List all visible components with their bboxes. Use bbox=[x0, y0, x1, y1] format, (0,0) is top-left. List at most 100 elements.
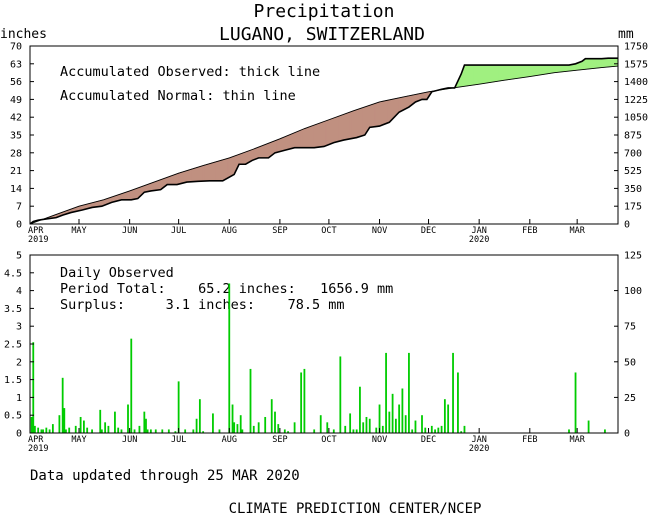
daily-right-y-tick-label: 75 bbox=[624, 322, 636, 333]
daily-bar bbox=[300, 372, 303, 433]
left-y-tick-label: 14 bbox=[10, 184, 22, 195]
daily-bar bbox=[65, 429, 67, 433]
daily-bar bbox=[37, 427, 40, 433]
daily-bar bbox=[58, 415, 61, 433]
daily-bar bbox=[414, 420, 417, 433]
daily-bar bbox=[228, 283, 231, 433]
daily-bar bbox=[434, 429, 436, 433]
daily-bar bbox=[45, 427, 48, 433]
daily-bar bbox=[79, 416, 82, 433]
daily-bar bbox=[239, 415, 242, 433]
daily-month-label: JUN bbox=[122, 435, 137, 445]
daily-month-label: APR bbox=[28, 435, 44, 445]
surplus-label: Surplus: 3.1 inches: 78.5 mm bbox=[60, 297, 344, 313]
accumulated-normal-note: Accumulated Normal: thin line bbox=[60, 88, 296, 104]
daily-bar bbox=[161, 429, 164, 433]
accumulated-month-label: OCT bbox=[321, 226, 336, 236]
daily-bar bbox=[394, 418, 397, 433]
accumulated-month-label: JAN bbox=[471, 226, 486, 236]
daily-bar bbox=[138, 425, 141, 433]
accumulated-month-label: NOV bbox=[372, 226, 387, 236]
daily-bar bbox=[452, 352, 454, 433]
daily-left-y-tick-label: 5 bbox=[16, 251, 22, 262]
daily-bar bbox=[40, 429, 43, 433]
daily-year-label: 2019 bbox=[28, 444, 48, 454]
accumulated-panel: inches mm Accumulated Observed: thick li… bbox=[0, 27, 648, 245]
accumulated-year-label: 2019 bbox=[28, 235, 48, 245]
daily-bar bbox=[48, 429, 51, 433]
left-y-tick-label: 49 bbox=[10, 95, 22, 106]
right-y-tick-label: 1400 bbox=[624, 77, 648, 88]
daily-bar bbox=[355, 429, 358, 433]
daily-bar bbox=[293, 422, 296, 433]
accumulated-observed-note: Accumulated Observed: thick line bbox=[60, 64, 320, 80]
daily-bar bbox=[149, 429, 152, 433]
daily-bar bbox=[257, 422, 260, 433]
accumulated-year-label: 2020 bbox=[469, 235, 489, 245]
credit-label: CLIMATE PREDICTION CENTER/NCEP bbox=[229, 501, 482, 517]
left-y-tick-label: 28 bbox=[10, 148, 22, 159]
daily-bar bbox=[408, 352, 410, 433]
daily-bar bbox=[91, 429, 93, 433]
daily-bar bbox=[99, 409, 102, 433]
daily-bar bbox=[381, 425, 384, 433]
daily-bar bbox=[344, 425, 347, 433]
accumulated-month-label: DEC bbox=[421, 226, 436, 236]
daily-bar bbox=[68, 427, 71, 433]
daily-bar bbox=[339, 356, 342, 433]
daily-bar bbox=[86, 427, 89, 433]
accumulated-month-label: JUL bbox=[171, 226, 186, 236]
daily-bar bbox=[359, 386, 361, 433]
daily-bar bbox=[32, 342, 35, 433]
daily-left-y-tick-label: 1.5 bbox=[4, 375, 22, 386]
daily-bars bbox=[30, 283, 606, 433]
daily-bar bbox=[287, 431, 289, 433]
daily-bar bbox=[457, 372, 459, 433]
daily-bar bbox=[326, 422, 329, 433]
daily-bar bbox=[270, 399, 273, 433]
daily-bar bbox=[177, 381, 180, 433]
daily-month-label: NOV bbox=[372, 435, 387, 445]
daily-bar bbox=[401, 388, 404, 433]
right-y-tick-label: 875 bbox=[624, 131, 642, 142]
daily-right-y-tick-label: 100 bbox=[624, 286, 642, 297]
daily-observed-label: Daily Observed bbox=[60, 265, 174, 281]
daily-bar bbox=[63, 408, 66, 433]
daily-bar bbox=[61, 377, 64, 433]
daily-left-y-tick-label: 3.5 bbox=[4, 304, 22, 315]
daily-bar bbox=[167, 429, 170, 433]
data-updated-note: Data updated through 25 MAR 2020 bbox=[30, 468, 300, 484]
daily-bar bbox=[391, 393, 394, 433]
daily-bar bbox=[174, 431, 177, 433]
daily-bar bbox=[362, 422, 365, 433]
daily-month-label: DEC bbox=[421, 435, 436, 445]
daily-bar bbox=[114, 411, 116, 433]
accumulated-month-label: MAR bbox=[569, 226, 585, 236]
daily-bar bbox=[236, 424, 239, 433]
daily-bar bbox=[100, 429, 103, 433]
daily-left-y-tick-label: 4 bbox=[16, 286, 22, 297]
daily-left-y-tick-label: 4.5 bbox=[4, 268, 22, 279]
accumulated-month-label: JUN bbox=[122, 226, 137, 236]
daily-month-label: OCT bbox=[321, 435, 336, 445]
daily-bar bbox=[146, 429, 149, 433]
right-y-tick-label: 1225 bbox=[624, 95, 648, 106]
accumulated-normal-line bbox=[29, 65, 619, 225]
right-y-tick-label: 1750 bbox=[624, 42, 648, 53]
daily-bar bbox=[107, 425, 110, 433]
daily-bar bbox=[332, 429, 335, 433]
daily-bar bbox=[127, 404, 129, 433]
right-y-tick-label: 700 bbox=[624, 148, 642, 159]
left-y-tick-label: 7 bbox=[16, 202, 22, 213]
daily-bar bbox=[34, 425, 36, 433]
daily-panel: Daily Observed Period Total: 65.2 inches… bbox=[4, 251, 642, 455]
daily-bar bbox=[398, 404, 401, 433]
daily-bar bbox=[218, 429, 221, 433]
daily-bar bbox=[264, 416, 267, 433]
daily-bar bbox=[104, 422, 107, 433]
left-y-tick-label: 21 bbox=[10, 166, 22, 177]
daily-bar bbox=[352, 429, 355, 433]
daily-bar bbox=[368, 418, 371, 433]
